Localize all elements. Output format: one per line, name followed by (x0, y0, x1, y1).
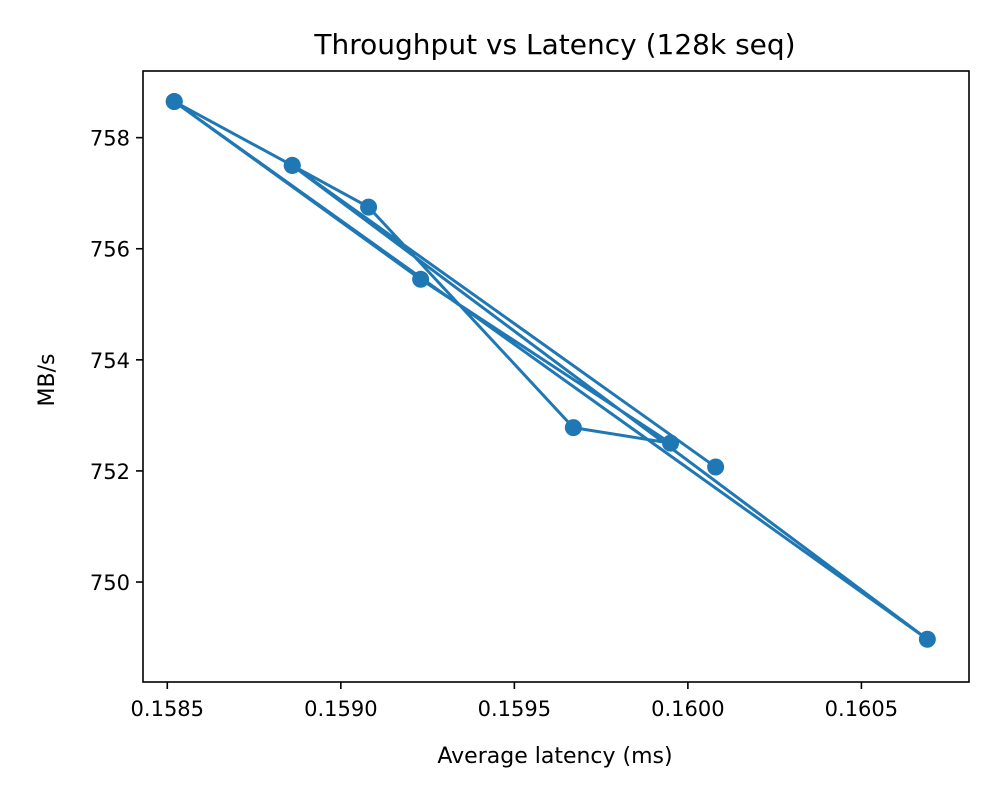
data-point (662, 434, 680, 452)
data-point (564, 419, 582, 437)
x-axis-label: Average latency (ms) (437, 744, 672, 769)
y-axis-label: MB/s (35, 354, 60, 407)
series-line (172, 100, 929, 641)
x-tick-label: 0.1585 (131, 697, 204, 721)
plot-area (165, 93, 936, 648)
y-tick-label: 754 (90, 349, 130, 373)
x-tick-label: 0.1590 (304, 697, 377, 721)
y-axis: 750 752 754 756 758 (90, 127, 143, 595)
data-point (283, 156, 301, 174)
chart-title: Throughput vs Latency (128k seq) (313, 28, 795, 61)
y-tick-label: 756 (90, 238, 130, 262)
data-point (707, 458, 725, 476)
y-tick-label: 758 (90, 127, 130, 151)
y-tick-label: 752 (90, 460, 130, 484)
x-tick-label: 0.1605 (825, 697, 898, 721)
axes-frame (142, 70, 970, 683)
y-tick-label: 750 (90, 571, 130, 595)
x-tick-label: 0.1600 (651, 697, 724, 721)
x-axis: 0.1585 0.1590 0.1595 0.1600 0.1605 (131, 682, 898, 721)
x-tick-label: 0.1595 (478, 697, 551, 721)
data-point (360, 198, 378, 216)
data-point (165, 93, 183, 111)
data-point (918, 630, 936, 648)
data-point (412, 270, 430, 288)
